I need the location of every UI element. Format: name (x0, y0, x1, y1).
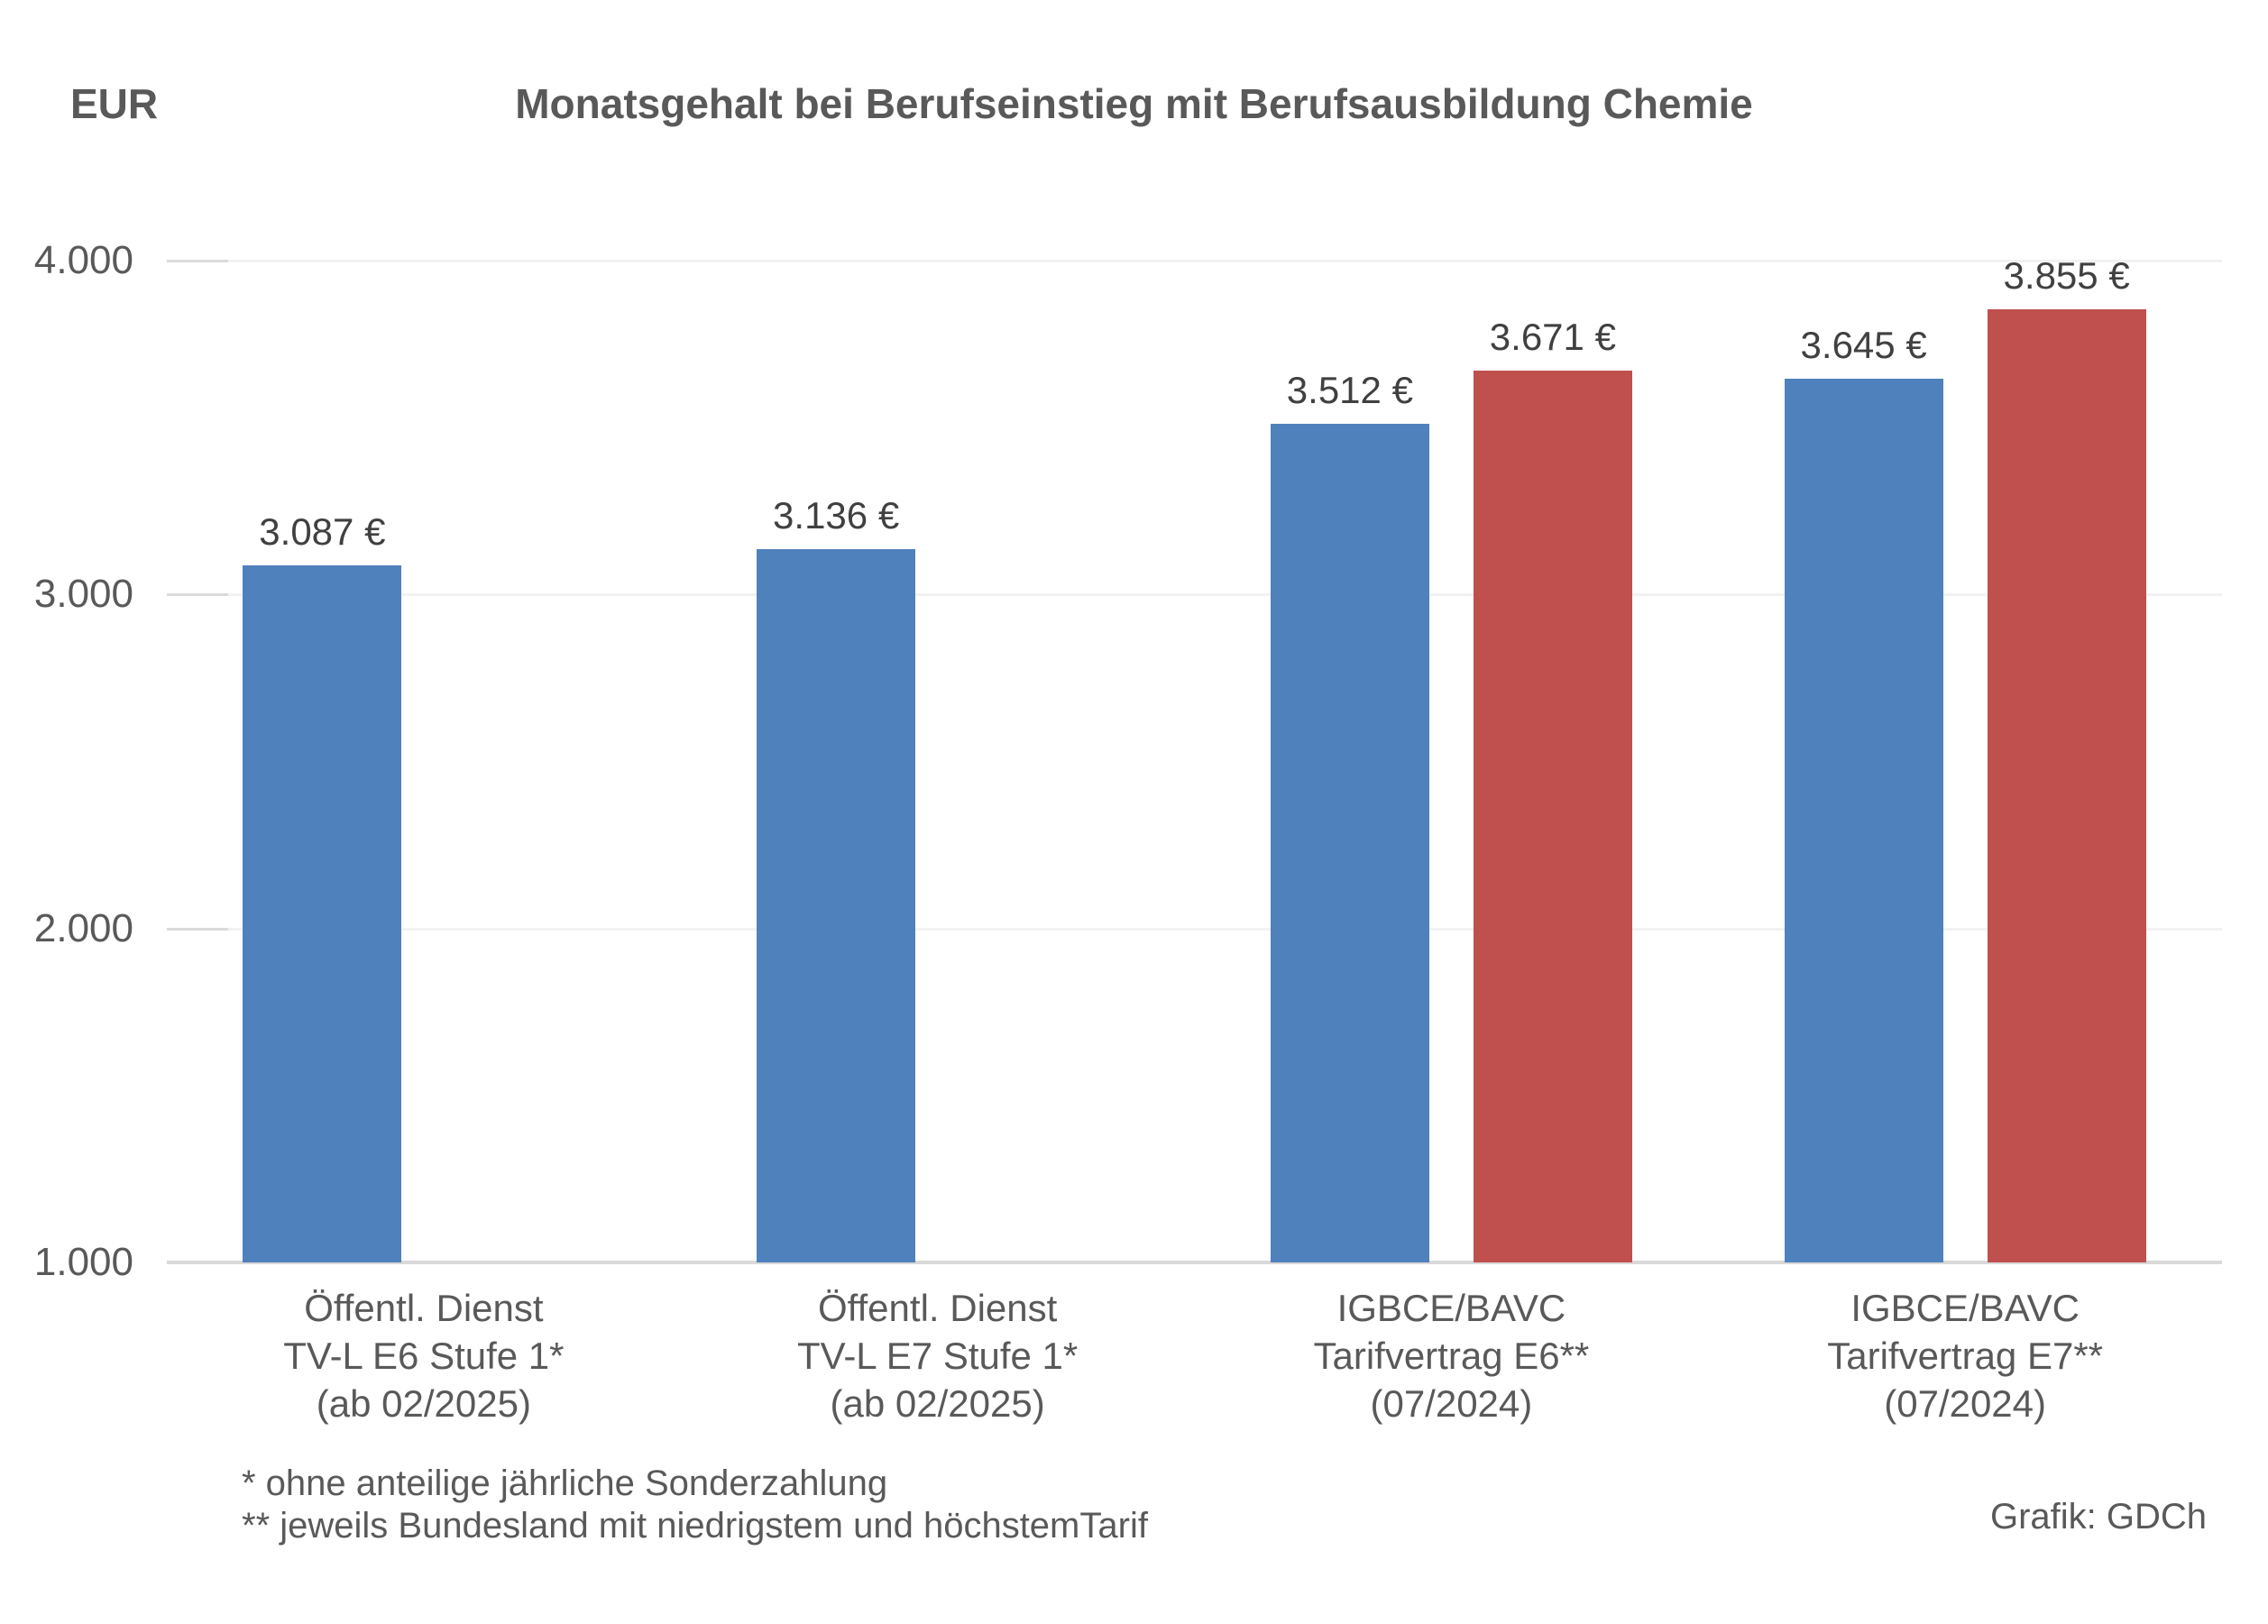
bar-red-cat3 (1473, 370, 1632, 1262)
category-label-line: Öffentl. Dienst (817, 1287, 1058, 1329)
y-tick-mark (167, 927, 228, 931)
bar-blue-cat3 (1270, 423, 1429, 1262)
bar-red-cat4 (1987, 308, 2146, 1262)
bar-value-label: 3.645 € (1800, 324, 1927, 367)
bar-blue-cat2 (757, 548, 916, 1262)
category-label-line: TV-L E7 Stufe 1* (796, 1335, 1079, 1377)
category-label-2: Öffentl. Dienst TV-L E7 Stufe 1* (ab 02/20… (685, 1284, 1190, 1427)
gridline-4.000 (228, 260, 2222, 262)
category-label-line: (07/2024) (1370, 1382, 1533, 1425)
bar-value-label: 3.087 € (259, 510, 386, 554)
y-tick-label: 1.000 (33, 1240, 133, 1284)
category-label-line: (ab 02/2025) (316, 1382, 531, 1425)
y-tick-label: 3.000 (33, 572, 133, 617)
y-tick-label: 4.000 (33, 238, 133, 282)
y-axis-unit-label: EUR (70, 80, 159, 127)
y-tick-mark (167, 593, 228, 597)
bar-blue-cat1 (243, 565, 402, 1262)
gridline-2.000 (228, 927, 2222, 931)
bar-blue-cat4 (1784, 379, 1943, 1262)
category-label-3: IGBCE/BAVC Tarifvertrag E6** (07/2024) (1198, 1284, 1703, 1427)
footnote-double-asterisk: ** jeweils Bundesland mit niedrigstem un… (242, 1506, 1148, 1546)
category-label-line: (ab 02/2025) (830, 1382, 1045, 1425)
category-label-line: IGBCE/BAVC (1336, 1287, 1566, 1329)
category-label-line: Öffentl. Dienst (304, 1287, 544, 1329)
bar-value-label: 3.671 € (1489, 315, 1616, 358)
y-tick-mark (167, 260, 228, 262)
y-tick-label: 2.000 (33, 905, 133, 950)
bar-value-label: 3.855 € (2003, 253, 2130, 297)
footnote-single-asterisk: * ohne anteilige jährliche Sonderzahlung (242, 1463, 888, 1503)
footnotes: * ohne anteilige jährliche Sonderzahlung… (242, 1463, 1148, 1547)
category-label-line: IGBCE/BAVC (1850, 1287, 2080, 1329)
bar-value-label: 3.136 € (773, 493, 900, 537)
x-axis-line (167, 1261, 2222, 1264)
chart-title: Monatsgehalt bei Berufseinstieg mit Beru… (515, 80, 1753, 127)
bar-value-label: 3.512 € (1286, 368, 1413, 411)
category-label-1: Öffentl. Dienst TV-L E6 Stufe 1* (ab 02/20… (171, 1284, 676, 1427)
category-label-line: (07/2024) (1884, 1382, 2047, 1425)
category-label-line: TV-L E6 Stufe 1* (283, 1335, 565, 1377)
category-label-line: Tarifvertrag E6** (1313, 1335, 1590, 1377)
gridline-3.000 (228, 593, 2222, 597)
credit-label: Grafik: GDCh (1989, 1497, 2207, 1537)
category-label-4: IGBCE/BAVC Tarifvertrag E7** (07/2024) (1712, 1284, 2217, 1427)
category-label-line: Tarifvertrag E7** (1827, 1335, 2104, 1377)
